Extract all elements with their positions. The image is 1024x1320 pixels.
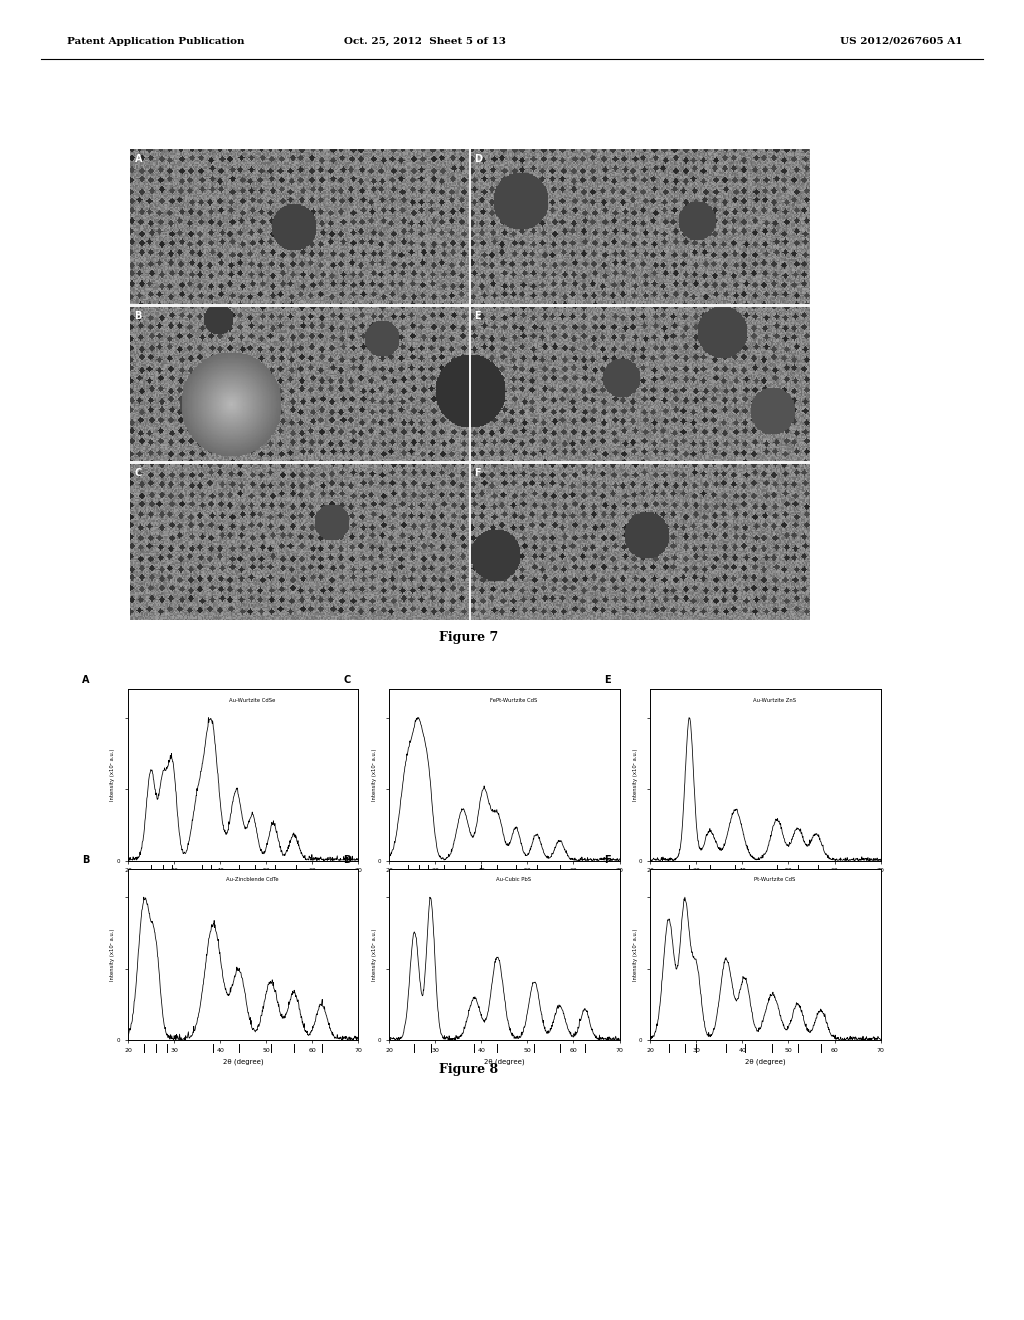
Y-axis label: Intensity (x10² a.u.): Intensity (x10² a.u.) xyxy=(633,928,638,981)
Text: C: C xyxy=(343,676,350,685)
Y-axis label: Intensity (x10² a.u.): Intensity (x10² a.u.) xyxy=(372,928,377,981)
Text: D: D xyxy=(474,153,482,164)
X-axis label: 2θ (degree): 2θ (degree) xyxy=(223,879,263,886)
Text: B: B xyxy=(82,855,89,865)
Y-axis label: Intensity (x10² a.u.): Intensity (x10² a.u.) xyxy=(633,748,638,801)
X-axis label: 2θ (degree): 2θ (degree) xyxy=(745,1059,785,1065)
Text: Au-Cubic PbS: Au-Cubic PbS xyxy=(496,876,531,882)
Text: Au-Wurtzite ZnS: Au-Wurtzite ZnS xyxy=(753,698,797,702)
Text: Figure 7: Figure 7 xyxy=(439,631,499,644)
Text: E: E xyxy=(604,676,610,685)
Text: Oct. 25, 2012  Sheet 5 of 13: Oct. 25, 2012 Sheet 5 of 13 xyxy=(344,37,506,46)
Text: FePt-Wurtzite CdS: FePt-Wurtzite CdS xyxy=(489,698,538,702)
Text: F: F xyxy=(604,855,610,865)
Text: Pt-Wurtzite CdS: Pt-Wurtzite CdS xyxy=(754,876,796,882)
Text: E: E xyxy=(474,310,481,321)
X-axis label: 2θ (degree): 2θ (degree) xyxy=(745,879,785,886)
Text: Patent Application Publication: Patent Application Publication xyxy=(67,37,244,46)
Text: C: C xyxy=(134,467,141,478)
Text: A: A xyxy=(82,676,89,685)
Y-axis label: Intensity (x10² a.u.): Intensity (x10² a.u.) xyxy=(111,928,116,981)
Text: Figure 8: Figure 8 xyxy=(439,1063,499,1076)
Text: F: F xyxy=(474,467,481,478)
X-axis label: 2θ (degree): 2θ (degree) xyxy=(484,879,524,886)
Y-axis label: Intensity (x10² a.u.): Intensity (x10² a.u.) xyxy=(372,748,377,801)
Text: D: D xyxy=(343,855,351,865)
Text: Au-Wurtzite CdSe: Au-Wurtzite CdSe xyxy=(229,698,275,702)
Text: Au-Zincblende CdTe: Au-Zincblende CdTe xyxy=(226,876,279,882)
X-axis label: 2θ (degree): 2θ (degree) xyxy=(223,1059,263,1065)
Y-axis label: Intensity (x10² a.u.): Intensity (x10² a.u.) xyxy=(111,748,116,801)
Text: B: B xyxy=(134,310,142,321)
X-axis label: 2θ (degree): 2θ (degree) xyxy=(484,1059,524,1065)
Text: A: A xyxy=(134,153,142,164)
Text: US 2012/0267605 A1: US 2012/0267605 A1 xyxy=(840,37,963,46)
